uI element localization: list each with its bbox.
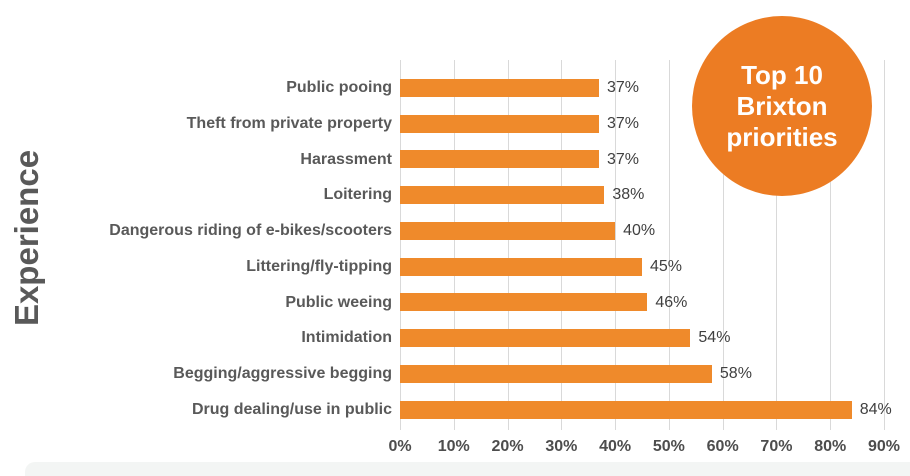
bar-row: Theft from private property 37% [0, 106, 910, 142]
gridline [400, 60, 401, 430]
bar [400, 365, 712, 384]
gridline [453, 60, 455, 430]
value-label: 46% [655, 293, 688, 311]
bar-row: Intimidation 54% [0, 320, 910, 356]
gridline [830, 60, 832, 430]
bar [400, 257, 642, 276]
bar [400, 114, 599, 133]
category-label: Intimidation [301, 329, 392, 347]
x-axis: 0% 10% 20% 30% 40% 50% 60% 70% 80% 90% [388, 438, 900, 460]
x-tick-label: 10% [437, 438, 470, 455]
bar [400, 186, 605, 205]
category-label: Littering/fly-tipping [246, 257, 392, 275]
category-label: Drug dealing/use in public [191, 400, 392, 418]
x-tick-label: 30% [545, 438, 578, 455]
bar-row: Littering/fly-tipping 45% [0, 249, 910, 285]
category-label: Dangerous riding of e-bikes/scooters [109, 222, 392, 240]
value-label: 84% [859, 400, 892, 418]
value-label: 37% [606, 114, 639, 132]
bar [400, 293, 648, 312]
x-tick-label: 80% [814, 438, 847, 455]
x-tick-label: 40% [599, 438, 632, 455]
x-tick-label: 0% [388, 438, 412, 455]
category-label: Theft from private property [186, 114, 392, 132]
category-label: Public pooing [286, 79, 392, 96]
category-label: Harassment [300, 150, 392, 168]
bar-row: Dangerous riding of e-bikes/scooters 40% [0, 213, 910, 249]
value-label: 40% [623, 222, 656, 240]
gridline [884, 60, 885, 430]
gridline [668, 60, 670, 430]
gridline [561, 60, 563, 430]
x-tick-label: 20% [491, 438, 524, 455]
gridline [507, 60, 509, 430]
badge-line-3: priorities [726, 121, 838, 152]
value-label: 58% [719, 365, 752, 383]
top10-badge: Top 10 Brixton priorities [692, 16, 872, 196]
value-label: 54% [698, 329, 731, 347]
x-tick-label: 50% [652, 438, 685, 455]
plot-area [400, 60, 886, 430]
bar [400, 221, 616, 240]
value-label: 45% [650, 257, 683, 275]
gridline [776, 60, 778, 430]
bar [400, 400, 852, 419]
bar-row: Public pooing 37% [0, 70, 910, 106]
category-label: Public weeing [285, 293, 392, 311]
value-label: 37% [606, 150, 639, 168]
bar-row: Public weeing 46% [0, 285, 910, 321]
badge-line-1: Top 10 [741, 59, 823, 90]
bar-rows: Public pooing 37% Theft from private prope… [0, 70, 910, 428]
gridline [615, 60, 617, 430]
x-tick-label: 60% [706, 438, 739, 455]
value-label: 38% [612, 186, 645, 204]
bar-row: Harassment 37% [0, 142, 910, 178]
gridline [722, 60, 724, 430]
category-label: Begging/aggressive begging [173, 365, 392, 383]
footer-strip [25, 462, 910, 476]
x-tick-label: 90% [867, 438, 901, 455]
bar-row: Loitering 38% [0, 177, 910, 213]
category-label: Loitering [323, 186, 392, 204]
bar [400, 78, 599, 97]
badge-line-2: Brixton [736, 90, 828, 121]
bar [400, 150, 599, 169]
x-tick-label: 70% [760, 438, 793, 455]
value-label: 37% [606, 79, 639, 96]
bar [400, 329, 691, 348]
bar-row: Drug dealing/use in public 84% [0, 392, 910, 428]
bar-row: Begging/aggressive begging 58% [0, 356, 910, 392]
